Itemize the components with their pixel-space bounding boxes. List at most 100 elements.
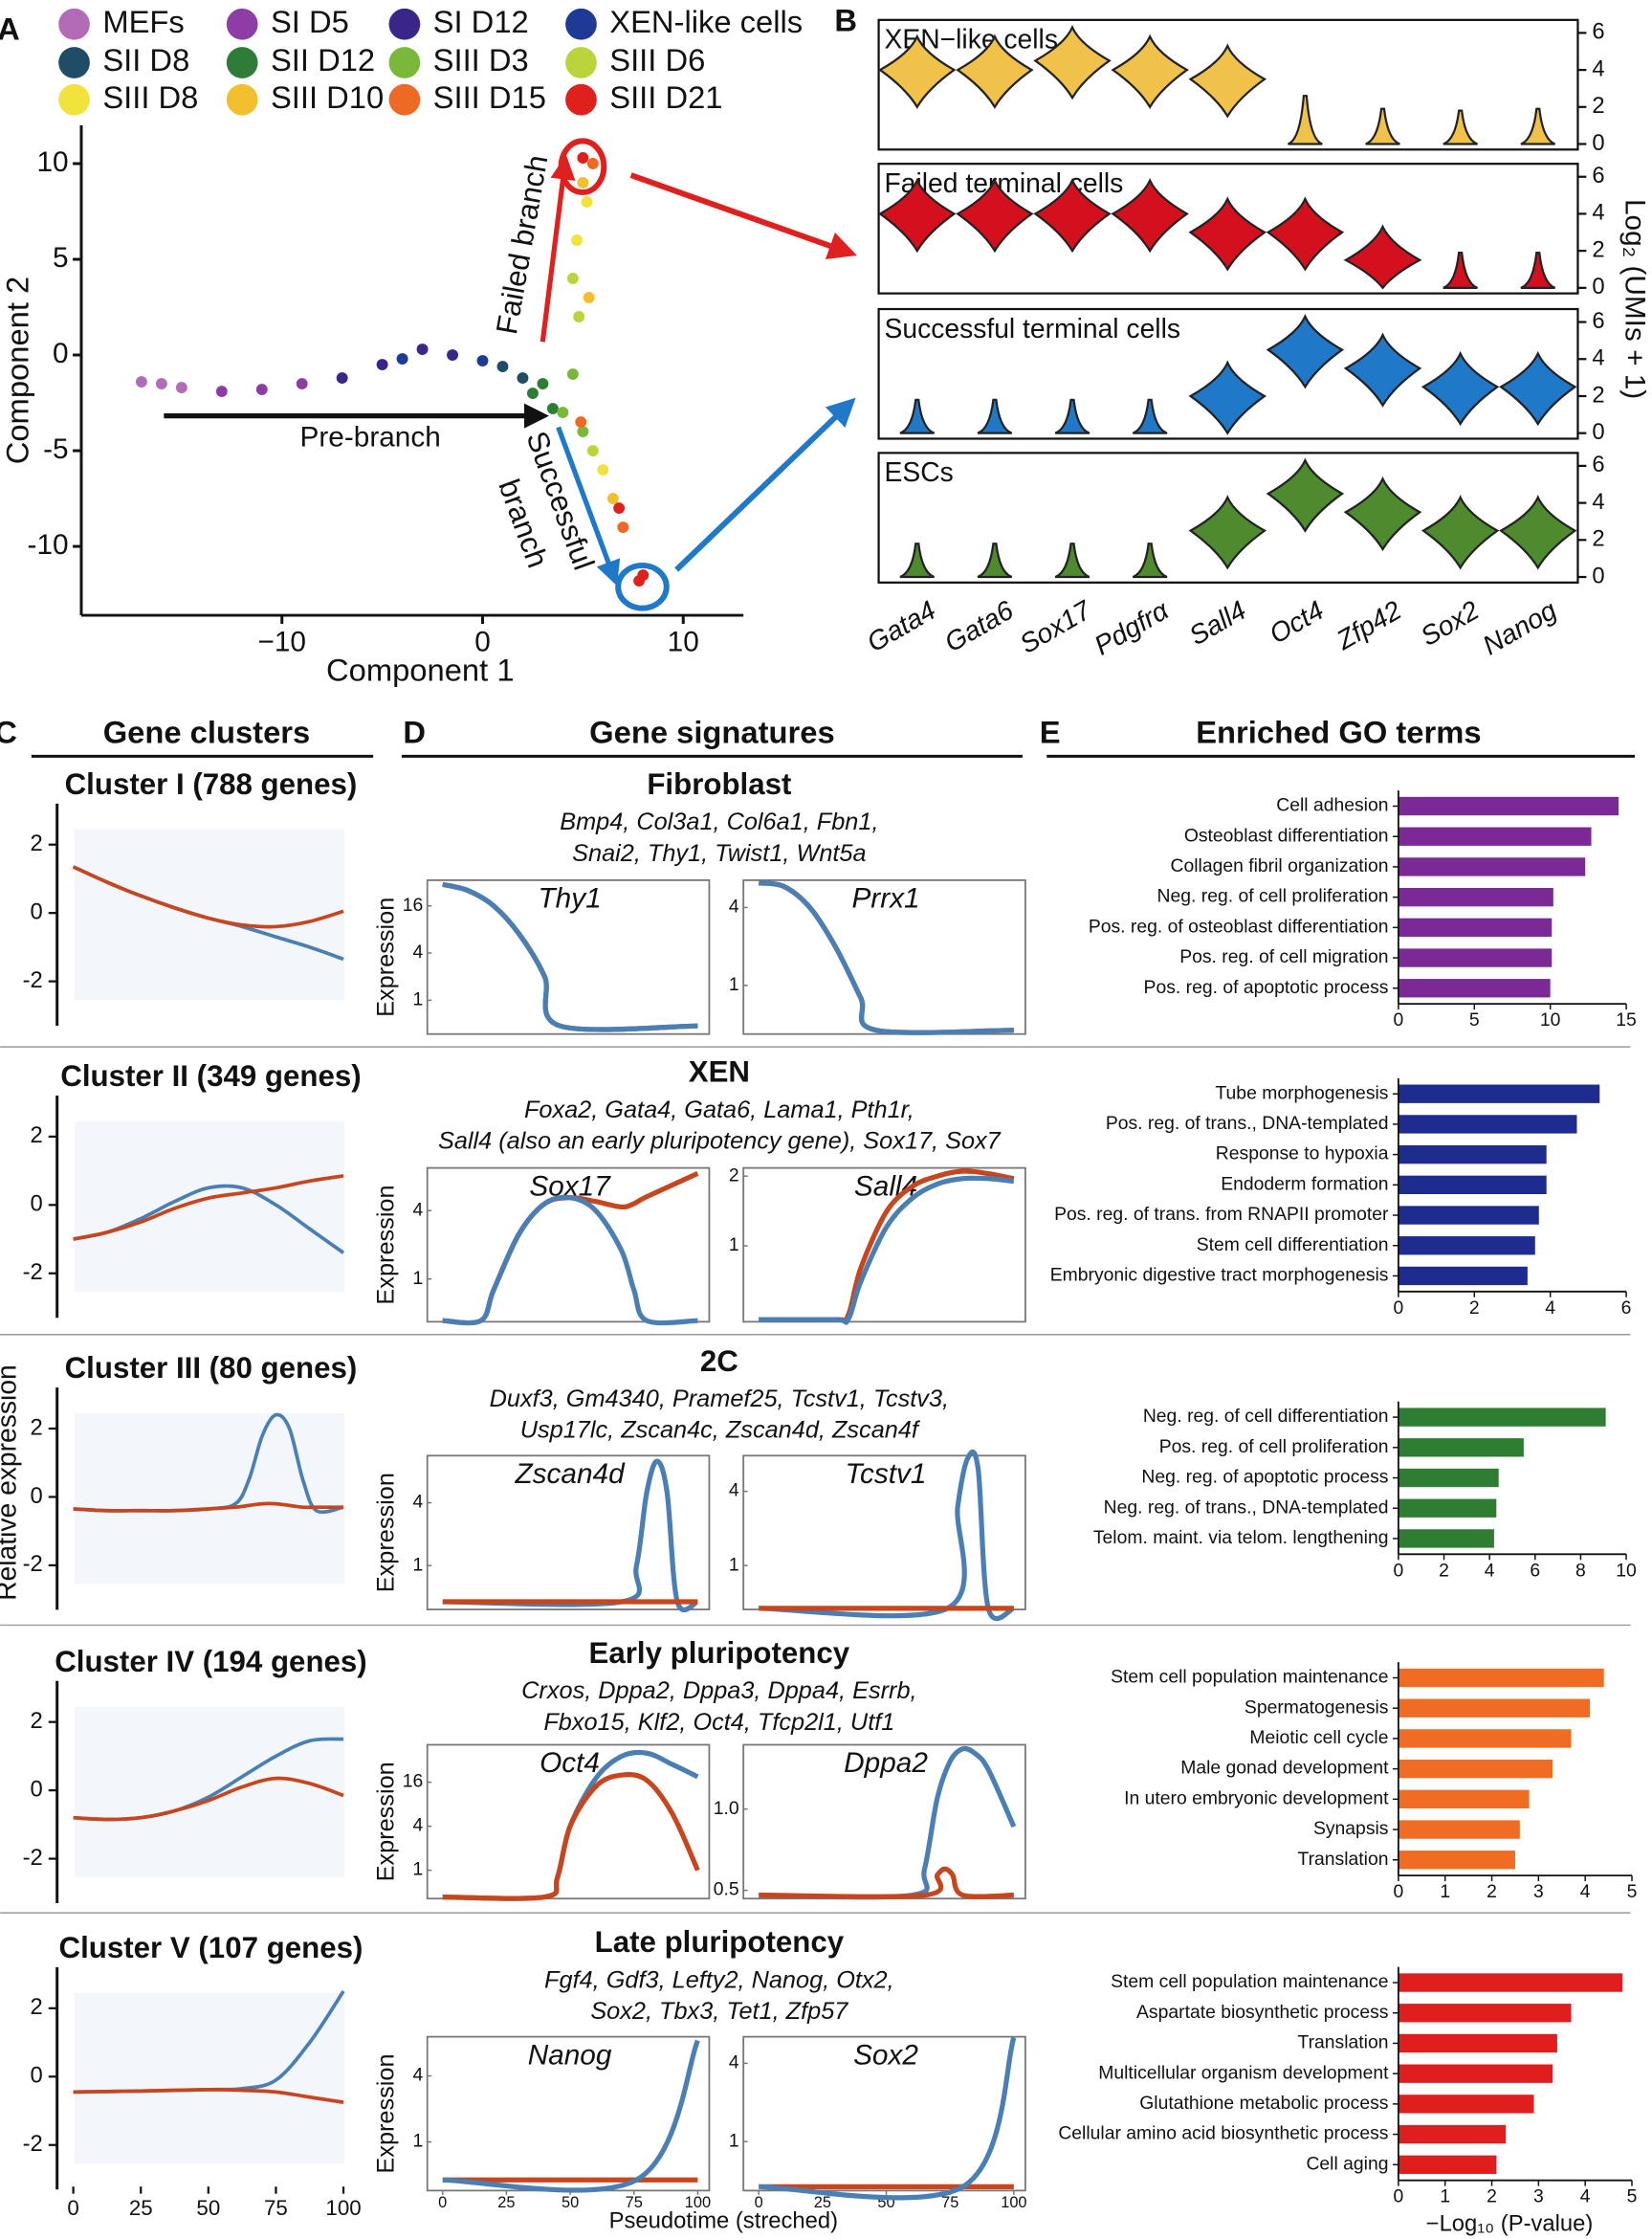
category-label: Neg. reg. of trans., DNA-templated bbox=[1104, 1496, 1389, 1518]
signature-genes: Sox2, Tbx3, Tet1, Zfp57 bbox=[590, 1998, 848, 2025]
y-tick-label: 1 bbox=[412, 1554, 423, 1575]
legend-label: SIII D8 bbox=[102, 79, 198, 115]
line bbox=[759, 1449, 1015, 1622]
y-tick-label: 4 bbox=[729, 2051, 739, 2073]
x-tick-label: 3 bbox=[1533, 1881, 1544, 1902]
y-tick-label: -2 bbox=[23, 1551, 43, 1577]
line bbox=[758, 880, 1014, 1035]
point bbox=[577, 152, 589, 164]
x-tick-label: 0 bbox=[474, 627, 491, 658]
legend-swatch bbox=[388, 8, 421, 40]
category-label: Cell aging bbox=[1306, 2153, 1388, 2174]
violin bbox=[1343, 224, 1422, 290]
panel-label: C bbox=[0, 715, 17, 750]
category-label: Sall4 bbox=[1183, 594, 1250, 651]
panel-label: E bbox=[1040, 715, 1061, 750]
y-tick-label: -2 bbox=[23, 1845, 43, 1871]
violin bbox=[1498, 495, 1577, 570]
violin bbox=[1287, 95, 1323, 145]
bar bbox=[1398, 2004, 1572, 2023]
category-label: Embryonic digestive tract morphogenesis bbox=[1050, 1265, 1389, 1286]
legend-swatch bbox=[565, 47, 597, 78]
violin bbox=[1343, 476, 1422, 552]
bar bbox=[1398, 2064, 1553, 2083]
x-tick-label: 50 bbox=[562, 2194, 579, 2211]
plot-title: Zscan4d bbox=[514, 1458, 626, 1490]
category-label: Cellular amino acid biosynthetic process bbox=[1058, 2123, 1388, 2144]
line bbox=[442, 2039, 700, 2193]
point bbox=[175, 382, 187, 393]
point bbox=[215, 386, 228, 397]
x-tick-label: 5 bbox=[1627, 2186, 1638, 2207]
violin bbox=[1188, 196, 1267, 272]
bar bbox=[1398, 2033, 1557, 2053]
violin bbox=[1343, 332, 1422, 408]
legend-label: MEFs bbox=[102, 4, 184, 39]
cluster-title: Cluster III (80 genes) bbox=[65, 1351, 358, 1385]
trajectory-cloud bbox=[74, 1412, 345, 1585]
x-tick-label: 25 bbox=[814, 2194, 831, 2211]
point bbox=[617, 521, 629, 533]
y-tick-label: 0 bbox=[31, 2063, 43, 2089]
category-label: Spermatogenesis bbox=[1245, 1696, 1389, 1718]
x-axis-label: Pseudotime (streched) bbox=[609, 2207, 838, 2233]
plot-title: Dppa2 bbox=[844, 1747, 928, 1779]
signature-genes: Sall4 (also an early pluripotency gene),… bbox=[438, 1128, 1002, 1155]
bar bbox=[1398, 1266, 1528, 1286]
violin bbox=[1365, 107, 1400, 145]
y-tick-label: 0 bbox=[31, 1191, 43, 1217]
category-label: Pos. reg. of cell migration bbox=[1179, 946, 1388, 967]
category-label: Gata4 bbox=[862, 594, 941, 657]
line bbox=[73, 1776, 344, 1822]
panel-title: ESCs bbox=[885, 456, 954, 487]
point bbox=[255, 384, 268, 395]
y-axis-label: Expression bbox=[373, 1473, 400, 1592]
plot-frame bbox=[426, 1743, 711, 1900]
trajectory-cloud bbox=[74, 829, 345, 1001]
x-tick-label: 75 bbox=[626, 2194, 643, 2211]
panel-frame bbox=[877, 18, 1579, 151]
point bbox=[581, 196, 593, 208]
trajectory-cloud bbox=[74, 1992, 345, 2164]
category-label: Pdgfrα bbox=[1089, 594, 1174, 661]
x-tick-label: 75 bbox=[941, 2194, 958, 2211]
point bbox=[155, 378, 167, 389]
y-tick-label: 2 bbox=[729, 1164, 739, 1186]
category-label: Tube morphogenesis bbox=[1215, 1082, 1388, 1103]
legend-label: XEN-like cells bbox=[609, 4, 803, 39]
panel-title: Successful terminal cells bbox=[885, 313, 1180, 344]
y-axis-label: Expression bbox=[373, 1762, 400, 1881]
arrow bbox=[556, 426, 621, 587]
violin bbox=[977, 543, 1013, 579]
point bbox=[135, 376, 147, 388]
bar bbox=[1398, 1789, 1530, 1809]
category-label: Sox2 bbox=[1415, 594, 1484, 652]
category-label: Pos. reg. of apoptotic process bbox=[1144, 977, 1389, 998]
x-axis-label: Component 1 bbox=[326, 652, 515, 687]
category-label: Endoderm formation bbox=[1221, 1173, 1388, 1194]
violin bbox=[1033, 177, 1112, 254]
point bbox=[613, 502, 626, 514]
bar bbox=[1398, 1438, 1524, 1457]
signature-genes: Fgf4, Gdf3, Lefty2, Nanog, Otx2, bbox=[544, 1966, 894, 1993]
x-tick-label: 2 bbox=[1487, 2186, 1497, 2207]
y-tick-label: 0 bbox=[1592, 130, 1604, 156]
point bbox=[416, 344, 429, 355]
arrow bbox=[674, 397, 856, 572]
bar bbox=[1398, 1668, 1604, 1688]
point bbox=[633, 575, 646, 587]
y-tick-label: 2 bbox=[31, 1122, 43, 1148]
y-tick-label: 4 bbox=[412, 942, 423, 963]
plot-frame bbox=[426, 879, 711, 1035]
signature-title: Late pluripotency bbox=[595, 1925, 845, 1959]
legend-label: SIII D10 bbox=[271, 79, 384, 115]
bar bbox=[1398, 1698, 1591, 1718]
y-tick-label: 5 bbox=[53, 242, 69, 274]
legend-swatch bbox=[58, 8, 90, 40]
category-label: Glutathione metabolic process bbox=[1139, 2093, 1388, 2114]
x-tick-label: 6 bbox=[1530, 1560, 1540, 1581]
x-tick-label: 75 bbox=[264, 2196, 288, 2220]
bar bbox=[1398, 2095, 1534, 2114]
category-label: In utero embryonic development bbox=[1124, 1787, 1389, 1808]
bar bbox=[1398, 1759, 1553, 1779]
